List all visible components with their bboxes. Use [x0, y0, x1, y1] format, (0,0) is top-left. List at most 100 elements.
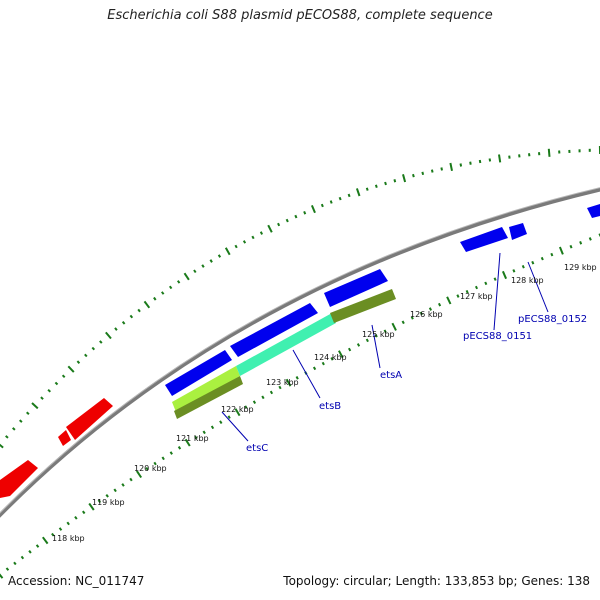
operon-etsB-cyan[interactable]: [236, 313, 336, 376]
ring-tick: [201, 264, 205, 268]
ring-tick: [488, 158, 492, 162]
ring-tick: [384, 181, 387, 186]
ring-tick: [456, 294, 460, 298]
ring-tick: [244, 405, 248, 409]
ring-tick: [251, 235, 255, 240]
ring-tick: [474, 285, 479, 290]
connector-etsB: [292, 349, 321, 399]
ring-tick: [161, 456, 165, 461]
operon-etsC-olive[interactable]: [174, 376, 243, 419]
ring-tick: [402, 174, 407, 183]
operon-etsA-olive[interactable]: [330, 289, 396, 323]
gene-label-pECS88-0152[interactable]: pECS88_0152: [518, 314, 587, 325]
ring-tick: [430, 169, 434, 173]
ring-tick: [347, 193, 351, 198]
gene-forward-pECS88-0152[interactable]: [509, 223, 527, 240]
ring-tick: [521, 264, 525, 269]
ring-tick: [540, 256, 544, 261]
accession-label: Accession: NC_011747: [8, 574, 145, 588]
ring-tick: [58, 527, 63, 531]
ring-tick: [219, 420, 223, 425]
ring-tick: [285, 218, 289, 223]
ring-tick: [202, 430, 206, 435]
ring-tick: [295, 376, 299, 380]
gene-label-etsA[interactable]: etsA: [380, 370, 402, 381]
ring-tick: [177, 446, 182, 450]
ring-tick: [531, 260, 535, 265]
ring-tick: [176, 280, 181, 284]
ring-tick: [310, 205, 316, 214]
ring-tick: [91, 346, 96, 351]
ring-tick: [137, 308, 141, 313]
connector-pECS88-0151: [493, 252, 501, 331]
ring-tick: [129, 314, 134, 319]
connector-pECS88-0152: [527, 261, 549, 313]
ring-tick: [40, 396, 44, 400]
ring-tick: [161, 291, 165, 295]
gene-forward-pECS88-0151[interactable]: [460, 227, 508, 252]
ring-tick: [31, 402, 39, 410]
ring-tick: [421, 171, 425, 176]
tick-label-121: 121 kbp: [176, 434, 209, 443]
ring-tick: [391, 322, 397, 331]
gene-label-etsC[interactable]: etsC: [246, 443, 268, 454]
gene-reverse-2[interactable]: [58, 430, 71, 446]
ring-tick: [330, 357, 334, 361]
ring-tick: [74, 516, 78, 520]
ring-tick: [66, 521, 70, 526]
ring-tick: [252, 400, 257, 404]
ring-tick: [209, 259, 213, 263]
gene-label-etsB[interactable]: etsB: [319, 401, 341, 412]
ring-tick: [428, 307, 433, 311]
ring-tick: [440, 167, 443, 171]
tick-label-125: 125 kbp: [362, 330, 395, 339]
gene-forward-2[interactable]: [230, 303, 318, 357]
ring-tick: [153, 461, 157, 466]
ring-tick: [97, 499, 102, 504]
gene-label-pECS88-0151[interactable]: pECS88_0151: [463, 331, 532, 342]
ring-tick: [338, 350, 344, 359]
ring-tick: [356, 343, 361, 347]
ring-tick: [459, 163, 463, 167]
ring-tick: [88, 502, 95, 511]
ring-tick: [277, 222, 281, 227]
backbone-ring: [0, 187, 600, 518]
ring-tick: [13, 561, 17, 566]
operon-etsC-light[interactable]: [172, 366, 240, 412]
ring-tick: [365, 187, 369, 191]
ring-tick: [168, 285, 173, 290]
ring-tick: [550, 252, 554, 257]
gene-forward-3[interactable]: [324, 269, 388, 307]
ring-tick: [259, 231, 264, 235]
ring-tick: [61, 374, 66, 379]
ring-tick: [19, 419, 23, 423]
gene-reverse-1[interactable]: [0, 460, 38, 498]
ring-tick: [99, 340, 103, 344]
ring-tick: [355, 188, 361, 197]
ring-tick: [153, 296, 157, 301]
ring-tick: [401, 320, 405, 325]
ring-tick: [113, 488, 117, 493]
ring-tick: [20, 555, 25, 560]
ring-tick: [234, 244, 238, 249]
ring-tick: [51, 532, 55, 537]
tick-label-127: 127 kbp: [460, 292, 493, 301]
ring-tick: [383, 329, 387, 334]
ring-tick: [321, 361, 325, 366]
ring-tick: [278, 385, 282, 390]
ring-tick: [393, 179, 397, 183]
ring-tick: [105, 494, 109, 498]
connector-etsA: [371, 324, 381, 369]
ring-tick: [419, 311, 423, 316]
ring-tick: [410, 316, 414, 320]
gene-forward-edge[interactable]: [587, 204, 600, 218]
tick-label-124: 124 kbp: [314, 353, 347, 362]
tick-label-126: 126 kbp: [410, 310, 443, 319]
ring-tick: [493, 277, 497, 281]
ring-tick: [465, 290, 469, 294]
gene-forward-1[interactable]: [165, 350, 232, 396]
ring-tick: [105, 331, 112, 340]
gene-reverse-3[interactable]: [66, 398, 113, 440]
ring-tick: [234, 408, 241, 417]
ring-tick: [76, 360, 81, 364]
